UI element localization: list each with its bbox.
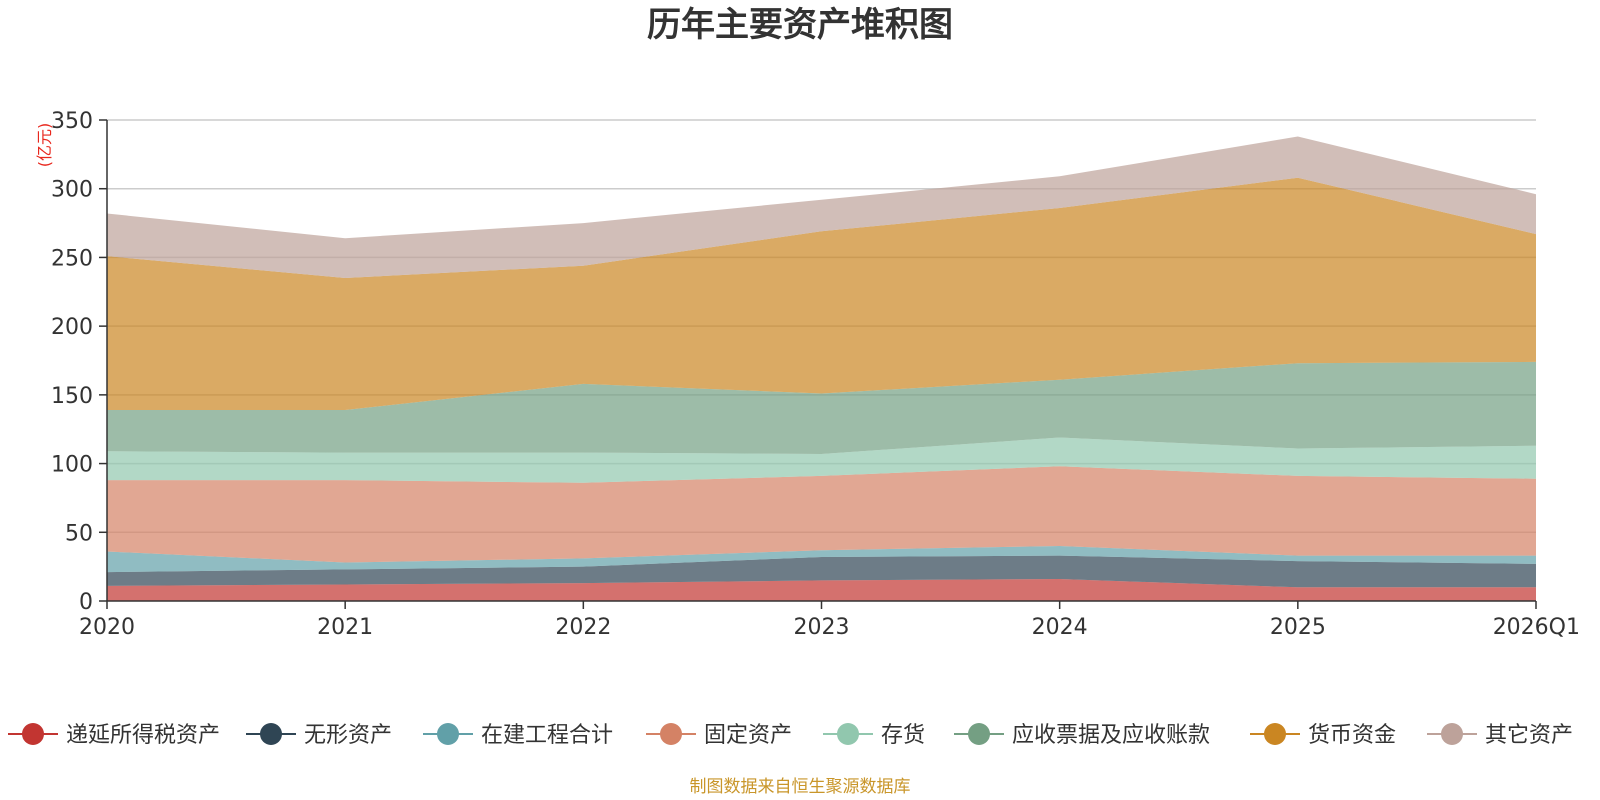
legend-marker — [1441, 723, 1463, 745]
area-series-5 — [107, 437, 1536, 483]
legend-item-6[interactable]: 应收票据及应收账款 — [954, 723, 1210, 748]
x-tick-label: 2022 — [555, 615, 611, 640]
legend-label: 存货 — [881, 723, 925, 748]
area-series-7 — [107, 177, 1536, 410]
legend-marker — [22, 723, 44, 745]
legend-item-7[interactable]: 货币资金 — [1250, 723, 1396, 748]
area-series-4 — [107, 466, 1536, 563]
legend-marker — [437, 723, 459, 745]
y-tick-label: 50 — [65, 521, 93, 546]
area-series-3 — [107, 546, 1536, 573]
source-note: 制图数据来自恒生聚源数据库 — [690, 777, 911, 797]
legend-label: 其它资产 — [1485, 723, 1573, 748]
x-tick-label: 2020 — [79, 615, 135, 640]
area-series-1 — [107, 579, 1536, 601]
chart-title: 历年主要资产堆积图 — [647, 5, 953, 45]
legend-item-1[interactable]: 递延所得税资产 — [8, 723, 220, 748]
y-tick-label: 200 — [51, 315, 93, 340]
legend-item-2[interactable]: 无形资产 — [246, 723, 392, 748]
legend-label: 货币资金 — [1308, 723, 1396, 748]
legend-marker — [968, 723, 990, 745]
y-tick-label: 300 — [51, 178, 93, 203]
area-series — [107, 136, 1536, 601]
legend[interactable]: 递延所得税资产 无形资产 在建工程合计 固定资产 存货 应收票据及应收账款 货币资金 其它资产 — [8, 723, 1573, 748]
legend-label: 在建工程合计 — [481, 723, 613, 748]
legend-label: 递延所得税资产 — [66, 723, 220, 748]
x-tick-label: 2023 — [794, 615, 850, 640]
y-tick-label: 150 — [51, 384, 93, 409]
legend-label: 固定资产 — [704, 723, 792, 748]
y-tick-label: 250 — [51, 246, 93, 271]
legend-item-4[interactable]: 固定资产 — [646, 723, 792, 748]
legend-label: 应收票据及应收账款 — [1012, 723, 1210, 748]
legend-marker — [660, 723, 682, 745]
legend-label: 无形资产 — [304, 723, 392, 748]
y-tick-label: 0 — [79, 590, 93, 615]
x-tick-label: 2021 — [317, 615, 373, 640]
x-tick-label: 2024 — [1032, 615, 1088, 640]
legend-item-8[interactable]: 其它资产 — [1427, 723, 1573, 748]
area-series-8 — [107, 136, 1536, 278]
legend-item-3[interactable]: 在建工程合计 — [423, 723, 613, 748]
legend-marker — [1264, 723, 1286, 745]
area-series-6 — [107, 361, 1536, 454]
area-series-2 — [107, 555, 1536, 588]
y-tick-label: 100 — [51, 453, 93, 478]
legend-marker — [260, 723, 282, 745]
legend-marker — [837, 723, 859, 745]
legend-item-5[interactable]: 存货 — [823, 723, 925, 748]
y-axis-unit: (亿元) — [35, 123, 54, 168]
axes: 0 50 100 150 200 250 300 350 2020 2021 2022 2023 202… — [51, 109, 1580, 640]
x-tick-label: 2026Q1 — [1493, 615, 1580, 640]
x-tick-label: 2025 — [1270, 615, 1326, 640]
y-tick-label: 350 — [51, 109, 93, 134]
